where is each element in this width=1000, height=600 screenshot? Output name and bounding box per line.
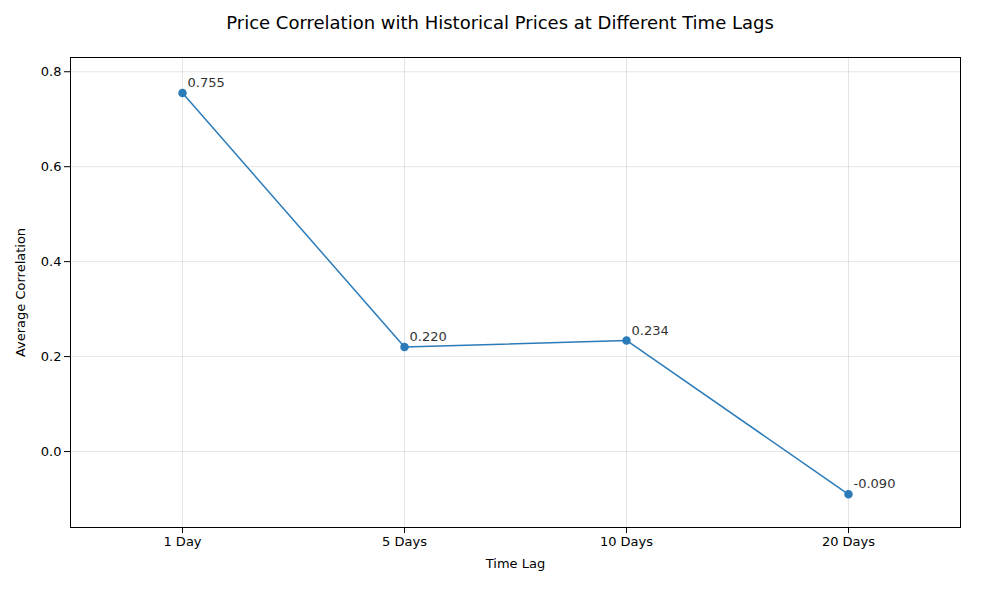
svg-text:20 Days: 20 Days <box>822 534 875 549</box>
svg-text:-0.090: -0.090 <box>854 476 896 491</box>
svg-text:10 Days: 10 Days <box>600 534 653 549</box>
svg-text:5 Days: 5 Days <box>382 534 427 549</box>
svg-text:0.234: 0.234 <box>632 323 669 338</box>
svg-text:0.4: 0.4 <box>41 254 62 269</box>
svg-text:Average Correlation: Average Correlation <box>13 228 28 357</box>
svg-text:0.0: 0.0 <box>41 444 62 459</box>
svg-text:0.2: 0.2 <box>41 349 62 364</box>
svg-text:0.8: 0.8 <box>41 64 62 79</box>
svg-text:0.755: 0.755 <box>188 75 225 90</box>
html-text:Price Correlation with Histori: Price Correlation with Historical Prices… <box>226 12 774 33</box>
svg-text:Time Lag: Time Lag <box>485 556 545 571</box>
svg-text:1 Day: 1 Day <box>163 534 201 549</box>
svg-text:0.6: 0.6 <box>41 159 62 174</box>
svg-text:0.220: 0.220 <box>410 329 447 344</box>
